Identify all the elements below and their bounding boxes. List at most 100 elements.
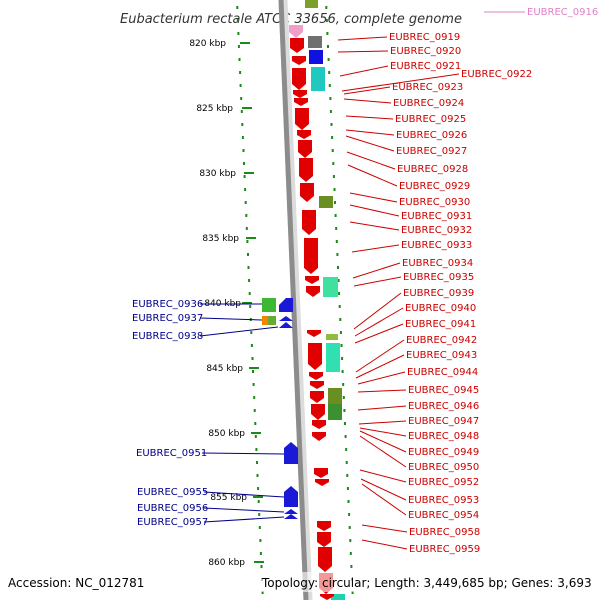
cds-arrow <box>295 108 309 130</box>
track-dot <box>346 474 349 477</box>
gene-label-eubrec-0954[interactable]: EUBREC_0954 <box>408 510 479 521</box>
gene-label-eubrec-0935[interactable]: EUBREC_0935 <box>403 272 474 283</box>
cds-arrow <box>317 521 331 531</box>
track-dot <box>333 188 336 191</box>
callout-line <box>345 129 395 136</box>
track-dot <box>246 240 249 243</box>
callout-line <box>353 292 402 330</box>
cds-arrow <box>290 38 304 53</box>
gene-label-eubrec-0951[interactable]: EUBREC_0951 <box>136 448 207 459</box>
cds-arrow <box>292 56 306 65</box>
track-dot <box>237 32 240 35</box>
track-dot <box>241 123 244 126</box>
gene-label-eubrec-0952[interactable]: EUBREC_0952 <box>408 477 479 488</box>
cog-block <box>262 316 268 325</box>
track-dot <box>247 266 250 269</box>
cog-block <box>326 334 338 340</box>
gene-label-eubrec-0936[interactable]: EUBREC_0936 <box>132 299 203 310</box>
cds-arrow <box>292 68 306 90</box>
gene-label-eubrec-0929[interactable]: EUBREC_0929 <box>399 181 470 192</box>
gene-label-eubrec-0948[interactable]: EUBREC_0948 <box>408 431 479 442</box>
gene-label-eubrec-0930[interactable]: EUBREC_0930 <box>399 197 470 208</box>
gene-label-eubrec-0927[interactable]: EUBREC_0927 <box>396 146 467 157</box>
cds-arrow <box>306 286 320 297</box>
callout-line <box>354 307 404 337</box>
track-dot <box>260 565 263 568</box>
cog-block <box>328 388 342 404</box>
track-dot <box>342 383 345 386</box>
gene-label-eubrec-0943[interactable]: EUBREC_0943 <box>406 350 477 361</box>
gene-label-eubrec-0938[interactable]: EUBREC_0938 <box>132 331 203 342</box>
gene-label-eubrec-0942[interactable]: EUBREC_0942 <box>406 335 477 346</box>
gene-label-eubrec-0958[interactable]: EUBREC_0958 <box>409 527 480 538</box>
gene-label-eubrec-0946[interactable]: EUBREC_0946 <box>408 401 479 412</box>
gene-label-eubrec-0956[interactable]: EUBREC_0956 <box>137 503 208 514</box>
gene-label-eubrec-0928[interactable]: EUBREC_0928 <box>397 164 468 175</box>
gene-label-eubrec-0922[interactable]: EUBREC_0922 <box>461 69 532 80</box>
gene-label-eubrec-0921[interactable]: EUBREC_0921 <box>390 61 461 72</box>
track-dot <box>259 539 262 542</box>
cds-arrow <box>279 322 293 328</box>
gene-label-eubrec-0916[interactable]: EUBREC_0916 <box>527 7 598 18</box>
gene-label-eubrec-0937[interactable]: EUBREC_0937 <box>132 313 203 324</box>
gene-label-eubrec-0941[interactable]: EUBREC_0941 <box>405 319 476 330</box>
gene-label-eubrec-0957[interactable]: EUBREC_0957 <box>137 517 208 528</box>
cds-arrow <box>309 372 323 380</box>
gene-label-eubrec-0940[interactable]: EUBREC_0940 <box>405 303 476 314</box>
gene-label-eubrec-0925[interactable]: EUBREC_0925 <box>395 114 466 125</box>
callout-line <box>347 164 398 187</box>
cog-block <box>311 67 325 91</box>
gene-label-eubrec-0955[interactable]: EUBREC_0955 <box>137 487 208 498</box>
scale-label-830: 830 kbp <box>199 169 236 179</box>
gene-label-eubrec-0919[interactable]: EUBREC_0919 <box>389 32 460 43</box>
gene-label-eubrec-0934[interactable]: EUBREC_0934 <box>402 258 473 269</box>
callout-line <box>352 262 401 279</box>
gene-label-eubrec-0947[interactable]: EUBREC_0947 <box>408 416 479 427</box>
track-dot <box>329 97 332 100</box>
track-dot <box>239 71 242 74</box>
gene-label-eubrec-0953[interactable]: EUBREC_0953 <box>408 495 479 506</box>
callout-line <box>203 516 285 523</box>
callout-line <box>203 491 285 498</box>
cds-arrow <box>284 486 298 507</box>
track-dot <box>253 409 256 412</box>
callout-line <box>199 317 263 321</box>
gene-label-eubrec-0932[interactable]: EUBREC_0932 <box>401 225 472 236</box>
track-dot <box>341 370 344 373</box>
footer-mask <box>0 572 600 592</box>
gene-label-eubrec-0959[interactable]: EUBREC_0959 <box>409 544 480 555</box>
track-dot <box>332 162 335 165</box>
map-title: Eubacterium rectale ATCC 33656, complete… <box>120 12 462 27</box>
gene-label-eubrec-0939[interactable]: EUBREC_0939 <box>403 288 474 299</box>
callout-line <box>359 469 407 483</box>
callout-line <box>355 354 405 379</box>
cds-arrow <box>305 276 319 284</box>
callout-line <box>341 73 460 92</box>
gene-label-eubrec-0923[interactable]: EUBREC_0923 <box>392 82 463 93</box>
callout-line <box>337 36 388 41</box>
callout-line <box>353 276 402 287</box>
cds-arrow <box>284 509 298 514</box>
cds-arrow <box>315 479 329 486</box>
gene-label-eubrec-0920[interactable]: EUBREC_0920 <box>390 46 461 57</box>
gene-label-eubrec-0924[interactable]: EUBREC_0924 <box>393 98 464 109</box>
callout-line <box>354 323 404 344</box>
callout-line <box>199 326 279 337</box>
track-dot <box>328 84 331 87</box>
callout-line <box>351 244 400 253</box>
track-dot <box>256 461 258 464</box>
cds-arrow <box>284 514 298 519</box>
track-dot <box>335 240 338 243</box>
gene-label-eubrec-0945[interactable]: EUBREC_0945 <box>408 385 479 396</box>
gene-label-eubrec-0949[interactable]: EUBREC_0949 <box>408 447 479 458</box>
cds-arrow <box>279 298 293 312</box>
track-dot <box>238 58 241 61</box>
gene-label-eubrec-0950[interactable]: EUBREC_0950 <box>408 462 479 473</box>
gene-label-eubrec-0926[interactable]: EUBREC_0926 <box>396 130 467 141</box>
callout-line <box>357 371 406 385</box>
gene-label-eubrec-0944[interactable]: EUBREC_0944 <box>407 367 478 378</box>
gene-label-eubrec-0933[interactable]: EUBREC_0933 <box>401 240 472 251</box>
callout-line <box>343 98 392 104</box>
gene-label-eubrec-0931[interactable]: EUBREC_0931 <box>401 211 472 222</box>
callout-line <box>346 151 396 170</box>
